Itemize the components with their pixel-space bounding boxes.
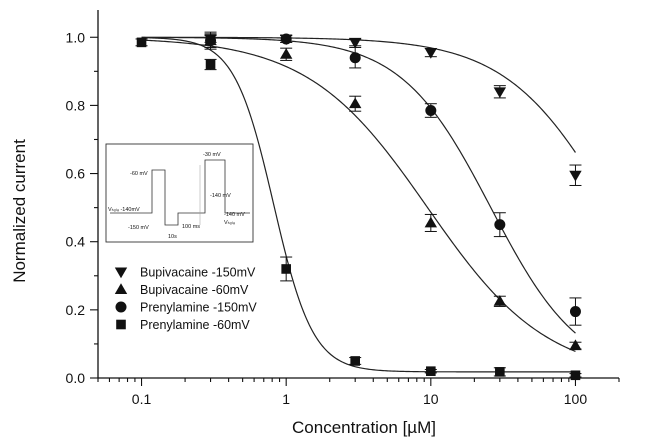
x-axis-title: Concentration [µM] <box>292 418 436 437</box>
data-point <box>425 105 437 117</box>
y-axis-title: Normalized current <box>10 139 29 283</box>
inset-label: 10s <box>168 234 177 240</box>
voltage-protocol-inset: -60 mV Vₕₒₗₔ -140mV -150 mV -30 mV -140 mV -1… <box>105 143 254 243</box>
data-point <box>279 48 293 59</box>
data-point <box>569 306 581 318</box>
x-tick-label: 10 <box>423 391 439 407</box>
data-point <box>281 264 291 274</box>
data-point <box>136 37 147 48</box>
x-tick-label: 0.1 <box>132 391 152 407</box>
legend: Bupivacaine -150mV Bupivacaine -60mV Preny… <box>114 266 257 332</box>
y-tick-label: 0.8 <box>66 97 86 113</box>
data-point <box>424 48 438 59</box>
data-point <box>426 366 436 376</box>
data-point <box>350 356 360 366</box>
data-point <box>349 52 361 64</box>
tick-labels: 0.1 1 10 100 0.0 0.2 0.4 0.6 0.8 1.0 <box>66 29 588 407</box>
y-tick-label: 0.2 <box>66 302 86 318</box>
data-points <box>135 31 582 381</box>
legend-marker <box>116 319 126 330</box>
protocol-waveform <box>110 159 250 226</box>
legend-marker <box>114 283 128 294</box>
data-point <box>493 87 507 98</box>
legend-label: Bupivacaine -150mV <box>140 266 256 280</box>
x-tick-label: 100 <box>564 391 588 407</box>
legend-label: Bupivacaine -60mV <box>140 283 249 297</box>
y-tick-label: 0.6 <box>66 166 86 182</box>
x-tick-label: 1 <box>282 391 290 407</box>
data-point <box>348 97 362 109</box>
inset-label: -140 mV <box>224 212 245 218</box>
y-tick-label: 0.0 <box>66 370 86 386</box>
legend-label: Prenylamine -150mV <box>140 301 257 315</box>
data-point <box>205 59 216 70</box>
data-point <box>569 170 582 182</box>
inset-label: -60 mV <box>130 171 148 177</box>
inset-label: 100 ms <box>182 224 200 230</box>
data-point <box>495 367 505 377</box>
y-tick-label: 0.4 <box>66 234 86 250</box>
data-point <box>280 33 292 45</box>
legend-marker <box>114 267 128 279</box>
inset-frame <box>105 143 254 243</box>
data-point <box>348 37 362 49</box>
inset-label: -150 mV <box>128 225 149 231</box>
inset-label: Vₕₒₗₔ <box>224 220 235 226</box>
data-point <box>494 219 506 231</box>
inset-label: -30 mV <box>203 152 221 158</box>
axes <box>90 10 620 386</box>
data-point <box>569 339 582 351</box>
legend-label: Prenylamine -60mV <box>140 318 250 332</box>
legend-marker <box>115 301 127 313</box>
data-point <box>570 370 581 381</box>
data-point <box>424 216 438 228</box>
data-point <box>493 295 507 306</box>
y-tick-label: 1.0 <box>66 29 86 45</box>
inset-label: -140 mV <box>210 193 231 199</box>
inset-label: Vₕₒₗₔ -140mV <box>108 207 140 213</box>
data-point <box>205 35 217 47</box>
